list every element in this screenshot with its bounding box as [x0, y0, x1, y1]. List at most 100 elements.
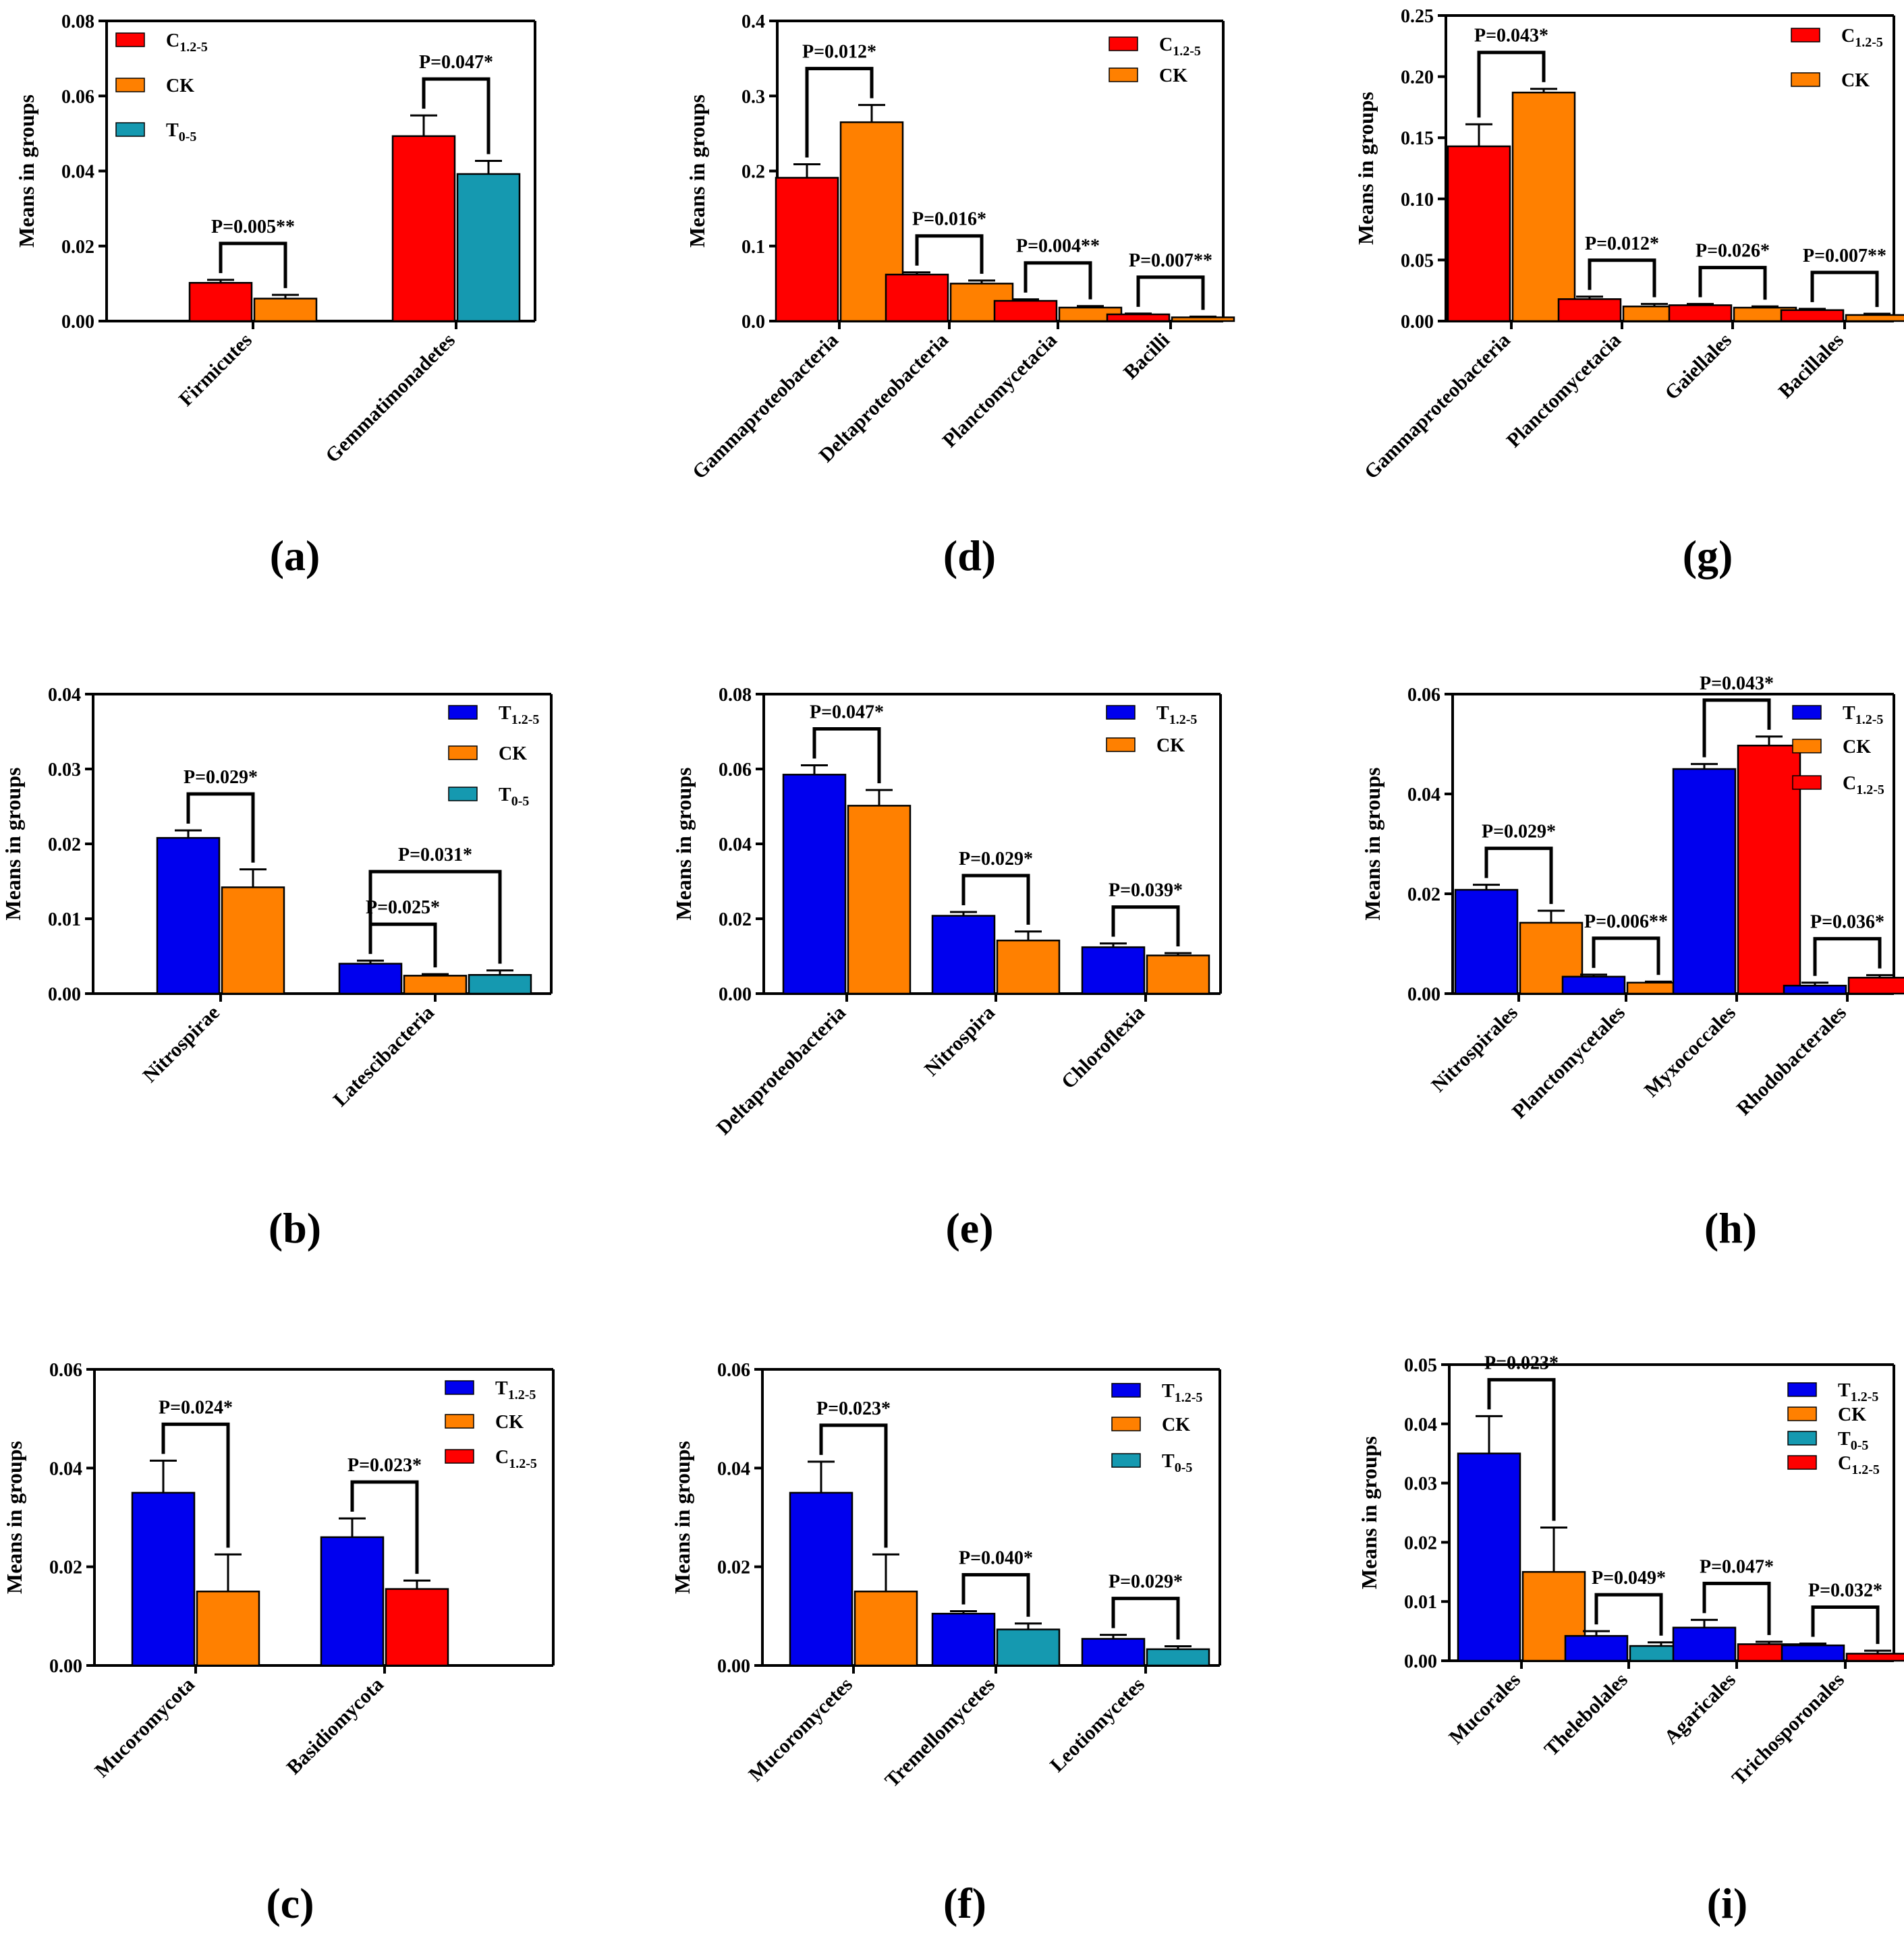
p-value-label: P=0.026*	[1696, 241, 1770, 262]
category-label: Deltaproteobacteria	[712, 1002, 850, 1139]
legend-label: T0-5	[1162, 1451, 1192, 1475]
y-tick-label: 0.04	[1407, 785, 1440, 805]
significance-bracket	[422, 77, 491, 154]
category-label: Nitrospira	[920, 1002, 999, 1081]
significance-bracket	[819, 1423, 888, 1548]
p-value-label: P=0.007**	[1129, 250, 1212, 271]
legend-swatch-ck	[1111, 1417, 1141, 1431]
y-tick-label: 0.04	[1404, 1415, 1437, 1435]
panel-label: (d)	[943, 532, 996, 579]
p-value-label: P=0.005**	[211, 217, 295, 237]
y-tick-label: 0.01	[48, 909, 81, 930]
y-tick-label: 0.05	[1404, 1355, 1437, 1376]
legend-swatch-t12	[445, 1380, 474, 1395]
bar-t0	[1146, 1648, 1210, 1667]
p-value-label: P=0.047*	[1700, 1556, 1774, 1577]
chart-panel-c: 0.00 0.02 0.04 0.06 Means in groups P=0.024* M…	[2, 1360, 555, 1927]
significance-bracket	[1024, 261, 1092, 300]
significance-bracket	[915, 234, 984, 274]
legend-swatch-c	[1787, 1455, 1817, 1470]
chart-panel-e: 0.00 0.02 0.04 0.06 0.08 Means in groups P=0.0…	[671, 685, 1222, 1252]
y-tick-label: 0.06	[61, 86, 94, 107]
category-label: Planctomycetacia	[939, 329, 1061, 452]
y-axis-label: Means in groups	[2, 1441, 26, 1594]
y-tick-label: 0.02	[719, 909, 752, 930]
bar-t12	[1781, 1644, 1845, 1662]
bar-ck	[196, 1591, 260, 1667]
legend-swatch-ck	[445, 1414, 474, 1429]
legend-swatch-c	[445, 1449, 474, 1464]
significance-bracket	[368, 870, 502, 964]
significance-bracket	[1588, 258, 1656, 297]
bar-c	[391, 135, 456, 322]
category-label: Leotiomycetes	[1046, 1674, 1149, 1777]
y-tick-label: 0.00	[61, 312, 94, 333]
significance-bracket	[1813, 937, 1882, 976]
legend-swatch-c	[1109, 36, 1138, 51]
legend-swatch-t0	[115, 122, 145, 137]
bar-t12	[1081, 1638, 1146, 1667]
category-label: Mucoromycota	[90, 1674, 199, 1782]
category-label: Firmicutes	[175, 329, 256, 411]
significance-bracket	[961, 1573, 1030, 1617]
panel-label: (i)	[1707, 1879, 1747, 1927]
p-value-label: P=0.012*	[802, 42, 876, 63]
bar-c	[1780, 309, 1845, 322]
bar-ck	[1845, 314, 1904, 322]
chart-panel-g: 0.00 0.05 0.10 0.15 0.20 0.25 Means in groups P…	[1353, 6, 1904, 579]
y-axis-label: Means in groups	[1360, 767, 1384, 920]
bar-c	[885, 273, 949, 322]
legend-swatch-ck	[448, 745, 478, 760]
significance-bracket	[1477, 51, 1546, 118]
legend-swatch-ck	[1109, 67, 1138, 82]
bar-t12	[782, 774, 847, 995]
legend-label: CK	[1162, 1415, 1190, 1435]
bar-ck	[1146, 954, 1210, 995]
legend-swatch-t0	[1111, 1453, 1141, 1468]
y-tick-label: 0.10	[1401, 190, 1434, 210]
y-tick-label: 0.1	[741, 237, 765, 258]
y-axis-label: Means in groups	[685, 94, 709, 248]
significance-bracket	[1592, 936, 1660, 975]
significance-bracket	[350, 1480, 419, 1574]
y-tick-label: 0.20	[1401, 67, 1434, 88]
bar-c	[993, 300, 1058, 322]
panel-label: (a)	[270, 532, 320, 579]
p-value-label: P=0.047*	[419, 52, 493, 73]
legend-label: T0-5	[166, 120, 196, 144]
bar-t12	[1783, 984, 1847, 995]
y-tick-label: 0.02	[61, 237, 94, 258]
category-label: Gemmatimonadetes	[321, 329, 459, 467]
y-tick-label: 0.02	[49, 1558, 82, 1578]
bar-t12	[320, 1536, 385, 1667]
category-label: Bacilli	[1119, 329, 1174, 384]
bar-ck	[403, 975, 468, 995]
bar-t0	[456, 173, 521, 322]
significance-bracket	[961, 874, 1030, 925]
y-tick-label: 0.04	[717, 1458, 750, 1479]
category-label: Nitrospirales	[1427, 1002, 1522, 1097]
category-label: Trichosporonales	[1728, 1669, 1849, 1790]
bar-t12	[1457, 1452, 1521, 1662]
y-axis-label: Means in groups	[670, 1441, 694, 1594]
category-label: Gammaproteobacteria	[688, 329, 843, 484]
significance-bracket	[1111, 905, 1180, 947]
bar-t12	[1561, 975, 1626, 995]
category-label: Rhodobacterales	[1733, 1002, 1851, 1120]
panel-label: (b)	[269, 1204, 321, 1252]
bar-t0	[468, 974, 532, 995]
legend-label: CK	[1841, 70, 1870, 91]
y-tick-label: 0.02	[1407, 884, 1440, 905]
bar-t12	[1081, 946, 1146, 995]
legend-swatch-c	[115, 32, 145, 47]
bar-c	[1845, 1653, 1904, 1662]
chart-panel-f: 0.00 0.02 0.04 0.06 Means in groups P=0.023* M…	[670, 1360, 1221, 1927]
legend-swatch-ck	[1791, 72, 1820, 87]
significance-bracket	[1811, 1605, 1880, 1645]
y-tick-label: 0.2	[741, 162, 765, 183]
chart-panel-a: 0.00 0.02 0.04 0.06 0.08 Means in groups P=0.0…	[14, 11, 536, 579]
category-label: Chloroflexia	[1057, 1002, 1149, 1093]
panel-label: (e)	[945, 1204, 993, 1252]
bar-t12	[931, 1612, 996, 1667]
